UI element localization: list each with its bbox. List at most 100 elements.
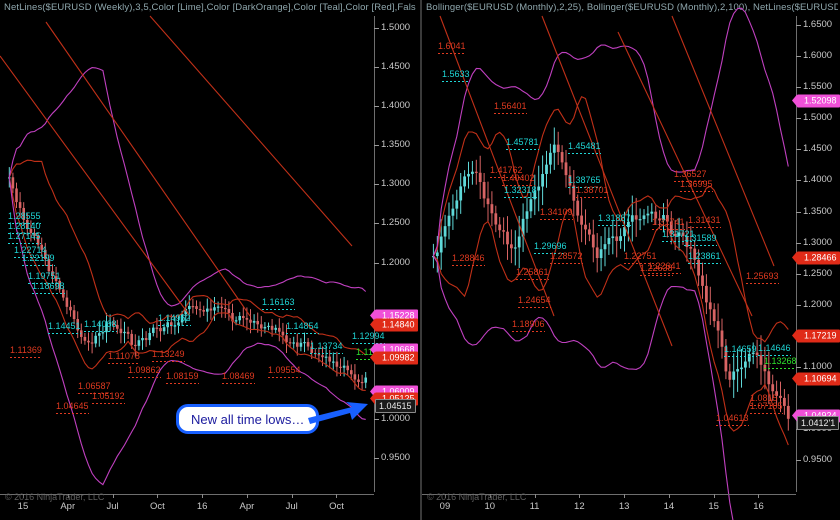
price-level-annotation: 1.22714	[14, 245, 47, 258]
price-level-annotation: 1.14068	[84, 319, 117, 332]
date-axis-label: Oct	[329, 501, 344, 512]
price-level-annotation: 1.18906	[512, 319, 545, 332]
axis-price-label: 1.5500	[803, 81, 833, 93]
price-level-annotation: 1.36527	[674, 169, 707, 182]
price-level-annotation: 1.13734	[310, 341, 343, 354]
price-marker-tag[interactable]: 1.10694	[792, 372, 840, 386]
date-tick	[112, 494, 114, 498]
axis-tick	[796, 87, 801, 89]
price-marker-tag[interactable]: 1.52098	[792, 94, 840, 108]
axis-price-label: 1.6500	[803, 19, 833, 31]
date-tick	[668, 494, 670, 498]
axis-price-label: 1.3000	[803, 236, 833, 248]
price-level-annotation: 1.05192	[92, 391, 125, 404]
axis-price-label: 1.4500	[803, 143, 833, 155]
price-level-annotation: 1.06587	[78, 381, 111, 394]
axis-tick	[796, 149, 801, 151]
date-axis-label: 15	[17, 501, 29, 512]
price-level-annotation: 1.12994	[352, 331, 385, 344]
price-level-annotation: 1.45481	[568, 141, 601, 154]
copyright-weekly: © 2016 NinjaTrader, LLC	[5, 492, 105, 502]
price-level-annotation: 1.6041	[438, 41, 466, 54]
price-level-annotation: 1.14451	[48, 321, 81, 334]
price-level-annotation: 1.22199	[22, 253, 55, 266]
date-axis-label: 09	[439, 501, 451, 512]
date-tick	[444, 494, 446, 498]
axis-tick	[374, 184, 379, 186]
date-axis-label: 16	[196, 501, 208, 512]
price-axis-weekly[interactable]: 1.5000 1.4500 1.4000 1.3500 1.3000 1.2500 1.20…	[370, 16, 420, 492]
price-marker-tag[interactable]: 1.17219	[792, 329, 840, 343]
price-level-annotation: 1.38765	[568, 175, 601, 188]
axis-tick	[374, 145, 379, 147]
date-tick	[157, 494, 159, 498]
axis-price-label: 1.2000	[381, 256, 411, 268]
date-axis-label: Jul	[285, 501, 298, 512]
chart-series-layer	[0, 15, 367, 486]
price-level-annotation: 1.04645	[56, 401, 89, 414]
price-level-annotation: 1.24654	[518, 295, 551, 308]
price-marker-tag[interactable]: 1.0412'1	[797, 416, 840, 430]
date-tick	[758, 494, 760, 498]
price-level-annotation: 1.28555	[8, 211, 41, 224]
price-level-annotation: 1.45781	[506, 137, 539, 150]
date-axis-label: 13	[618, 501, 630, 512]
axis-tick	[374, 262, 379, 264]
price-level-annotation: 1.13249	[152, 349, 185, 362]
date-axis-label: Jul	[106, 501, 119, 512]
axis-price-label: 1.4500	[381, 60, 411, 72]
date-tick	[713, 494, 715, 498]
price-level-annotation: 1.16163	[262, 297, 295, 310]
axis-tick	[796, 180, 801, 182]
axis-tick	[796, 118, 801, 120]
price-marker-tag[interactable]: 1.14840	[370, 318, 418, 332]
axis-tick	[796, 459, 801, 461]
axis-price-label: 1.0000	[381, 413, 411, 425]
panel-title-weekly: NetLines($EURUSD (Weekly),3,5,Color [Lim…	[4, 2, 416, 13]
axis-price-label: 1.5000	[803, 112, 833, 124]
date-tick	[624, 494, 626, 498]
date-tick	[246, 494, 248, 498]
axis-tick	[374, 106, 379, 107]
annotation-callout[interactable]: New all time lows…	[176, 404, 320, 434]
date-axis-label: Oct	[149, 501, 165, 512]
price-marker-tag[interactable]: 1.04515	[375, 399, 416, 413]
date-axis-label: 15	[708, 501, 719, 512]
price-level-annotation: 1.31887	[598, 213, 631, 226]
price-marker-tag[interactable]: 1.28466	[792, 251, 840, 265]
arrow-shape	[308, 402, 368, 424]
price-level-annotation: 1.34109	[540, 207, 573, 220]
price-level-annotation: 1.19751	[28, 271, 61, 284]
date-tick	[579, 494, 581, 498]
date-axis-label: 11	[529, 501, 540, 512]
axis-price-label: 1.4000	[803, 174, 833, 186]
price-level-annotation: 1.22641	[648, 261, 681, 274]
date-tick	[202, 494, 204, 498]
axis-price-label: 1.4000	[381, 100, 411, 111]
price-level-annotation: 1.31741	[652, 217, 685, 230]
axis-price-label: 1.2500	[803, 267, 833, 279]
axis-price-label: 1.2000	[803, 298, 833, 310]
price-level-annotation: 1.09862	[128, 365, 161, 378]
chart-series-layer	[432, 7, 790, 520]
price-level-annotation: 1.27145	[8, 231, 41, 244]
axis-price-label: 0.9500	[381, 452, 411, 464]
price-level-annotation: 1.22638	[640, 263, 673, 276]
price-marker-tag[interactable]: 1.09982	[370, 351, 418, 365]
axis-line	[374, 16, 375, 492]
chart-panel-monthly[interactable]: Bollinger($EURUSD (Monthly),2,25), Bolli…	[420, 0, 840, 520]
axis-tick	[796, 25, 801, 27]
date-tick	[67, 494, 69, 498]
date-axis-line	[0, 494, 374, 495]
date-axis-label: 16	[753, 501, 764, 512]
price-level-annotation: 1.07105	[750, 401, 783, 414]
price-level-annotation: 1.14962	[158, 313, 191, 326]
plot-area-monthly[interactable]: 1.6041 1.5633 1.56401 1.45781 1.45481 1.41762…	[422, 7, 840, 520]
price-axis-monthly[interactable]: 1.6500 1.6000 1.5500 1.5000 1.4500 1.4000 1.35…	[792, 16, 840, 492]
date-tick	[336, 494, 338, 498]
axis-price-label: 1.6000	[803, 50, 833, 62]
price-level-annotation: 1.25861	[516, 267, 549, 280]
date-axis-label: Apr	[239, 501, 255, 512]
axis-price-label: 1.3500	[803, 205, 833, 217]
date-axis-label: 14	[663, 501, 675, 512]
